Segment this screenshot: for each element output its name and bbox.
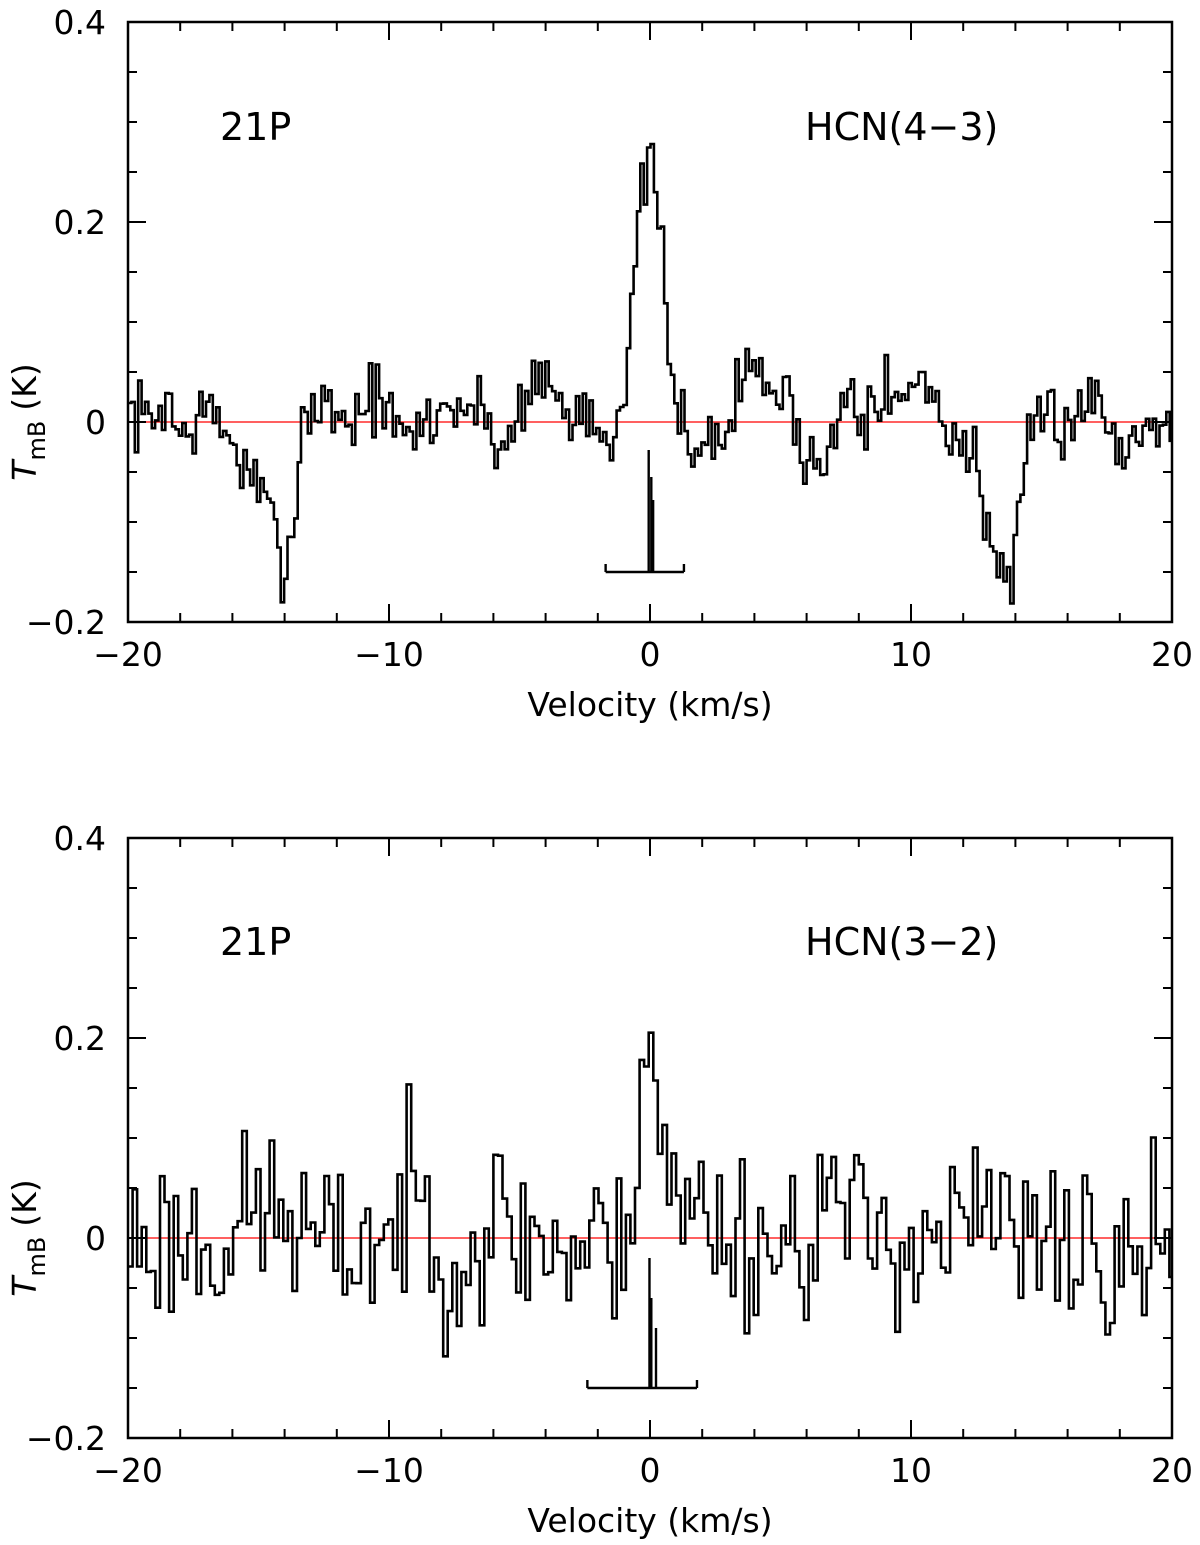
- x-tick-label: 0: [640, 1451, 661, 1490]
- y-tick-label: 0.4: [54, 819, 106, 858]
- axis-ticks: [127, 837, 1173, 1439]
- x-tick-label: −10: [354, 635, 424, 674]
- y-tick-label: 0.4: [54, 3, 106, 42]
- spectrum-line: [128, 1031, 1172, 1358]
- x-tick-labels: −20 −10 0 10 20: [93, 1451, 1193, 1490]
- x-tick-label: 10: [890, 1451, 932, 1490]
- transition-label: HCN(3−2): [805, 920, 998, 964]
- y-tick-label: 0: [85, 1219, 106, 1258]
- x-tick-label: 10: [890, 635, 932, 674]
- x-tick-label: 20: [1151, 1451, 1193, 1490]
- transition-label: HCN(4−3): [805, 105, 998, 149]
- y-tick-labels: −0.2 0 0.2 0.4: [26, 819, 106, 1458]
- hcn-3-2-panel: −20 −10 0 10 20 −0.2 0 0.2 0.4 21P HCN(3−2) Vel…: [5, 819, 1193, 1540]
- y-tick-label: 0.2: [54, 1019, 106, 1058]
- hcn-4-3-panel: −20 −10 0 10 20 −0.2 0 0.2 0.4 21P HCN(4−3) Vel…: [5, 3, 1193, 724]
- x-tick-label: −20: [93, 1451, 163, 1490]
- y-axis-title: TmB (K): [5, 363, 51, 480]
- y-tick-label: −0.2: [26, 603, 106, 642]
- hyperfine-markers: [604, 450, 686, 574]
- y-tick-label: 0.2: [54, 203, 106, 242]
- y-axis-unit: (K): [5, 1179, 44, 1226]
- x-tick-label: −10: [354, 1451, 424, 1490]
- axis-ticks: [127, 21, 1173, 623]
- y-axis-subscript: mB: [23, 421, 51, 461]
- y-tick-label: 0: [85, 403, 106, 442]
- comet-label: 21P: [220, 920, 291, 964]
- spectrum-line: [128, 142, 1172, 605]
- y-tick-label: −0.2: [26, 1419, 106, 1458]
- x-axis-title: Velocity (km/s): [527, 1501, 772, 1540]
- x-tick-label: −20: [93, 635, 163, 674]
- x-tick-labels: −20 −10 0 10 20: [93, 635, 1193, 674]
- comet-label: 21P: [220, 105, 291, 149]
- y-tick-labels: −0.2 0 0.2 0.4: [26, 3, 106, 642]
- y-axis-subscript: mB: [23, 1237, 51, 1277]
- x-axis-title: Velocity (km/s): [527, 685, 772, 724]
- y-axis-symbol: T: [5, 1274, 44, 1297]
- y-axis-unit: (K): [5, 363, 44, 410]
- x-tick-label: 20: [1151, 635, 1193, 674]
- x-tick-label: 0: [640, 635, 661, 674]
- y-axis-title: TmB (K): [5, 1179, 51, 1296]
- hyperfine-markers: [586, 1258, 699, 1390]
- y-axis-symbol: T: [5, 458, 44, 481]
